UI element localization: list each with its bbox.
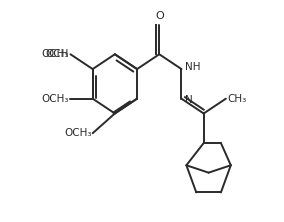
Text: CH₃: CH₃ <box>228 94 247 104</box>
Text: OCH₃: OCH₃ <box>64 128 91 138</box>
Text: OCH₃: OCH₃ <box>41 49 68 59</box>
Text: N: N <box>185 95 193 105</box>
Text: O: O <box>155 11 164 21</box>
Text: OCH: OCH <box>45 49 68 59</box>
Text: NH: NH <box>185 61 201 72</box>
Text: OCH₃: OCH₃ <box>41 94 68 104</box>
